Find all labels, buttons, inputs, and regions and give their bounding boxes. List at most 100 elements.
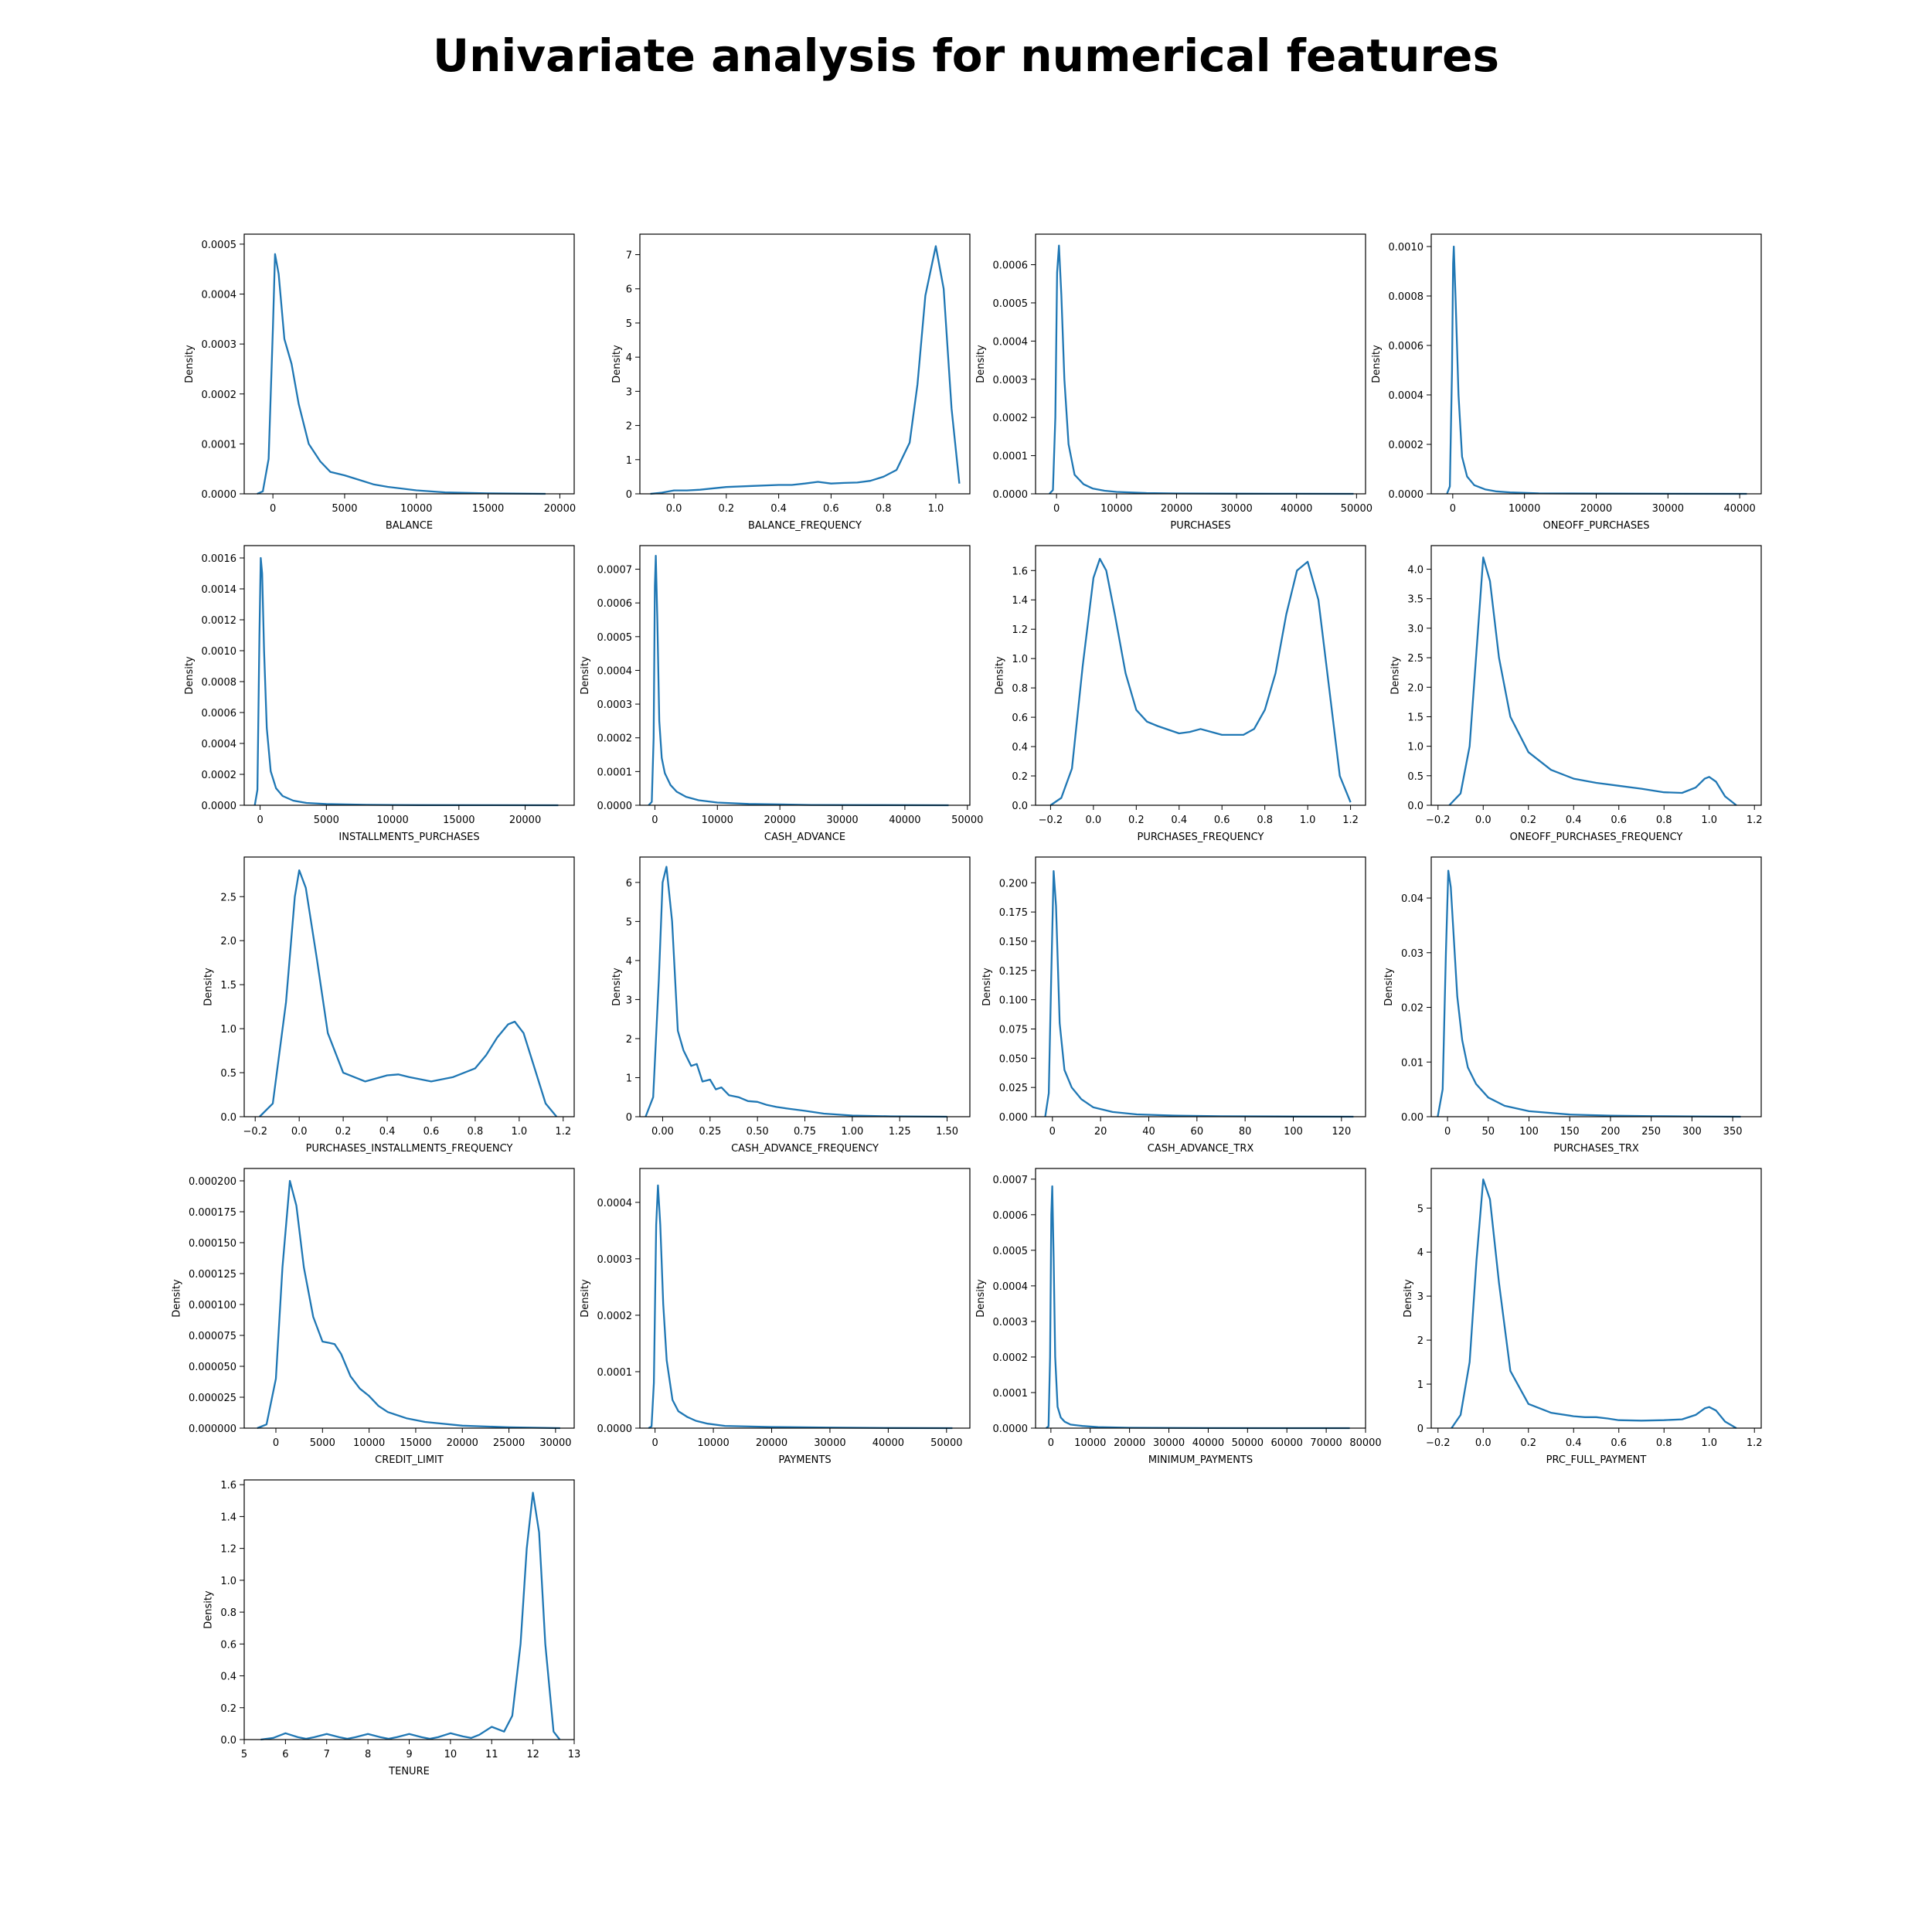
y-tick-label: 0.0000 <box>597 1423 633 1435</box>
x-tick-label: 30000 <box>814 1437 845 1449</box>
y-tick-label: 0.0005 <box>993 1246 1029 1257</box>
x-tick-label: 1.2 <box>555 1126 571 1138</box>
x-tick-label: 0.4 <box>1566 815 1582 826</box>
x-tick-label: 0.8 <box>1656 1437 1672 1449</box>
y-tick-label: 0.0003 <box>597 699 633 711</box>
y-tick-label: 7 <box>626 250 632 262</box>
x-tick-label: 0.4 <box>1171 815 1187 826</box>
y-tick-label: 1.0 <box>1407 742 1423 753</box>
x-tick-label: 0.2 <box>718 503 734 515</box>
x-tick-label: 20000 <box>764 815 795 826</box>
x-tick-label: 0 <box>651 1437 658 1449</box>
y-tick-label: 0.0008 <box>202 677 237 689</box>
axes-frame <box>639 1168 971 1429</box>
axes-frame <box>243 856 575 1117</box>
y-tick-label: 4 <box>1417 1247 1423 1259</box>
y-tick-label: 0.0008 <box>1389 291 1424 303</box>
x-tick-label: 30000 <box>539 1437 571 1449</box>
y-axis-label: Density <box>975 1279 987 1318</box>
x-axis-label: CASH_ADVANCE <box>764 832 845 843</box>
x-tick-label: 20000 <box>1580 503 1612 515</box>
y-axis-label: Density <box>1383 968 1395 1006</box>
axes-frame <box>1430 1168 1762 1429</box>
subplot-cash-advance-trx: 0 20 40 60 80 100 120 0.000 0.025 0.050 0.075 0.100… <box>981 856 1366 1155</box>
x-tick-label: 0 <box>1048 1437 1054 1449</box>
x-tick-label: 1.2 <box>1342 815 1359 826</box>
x-tick-label: −0.2 <box>1039 815 1063 826</box>
subplot-purchases-installments-frequency: −0.2 0.0 0.2 0.4 0.6 0.8 1.0 1.2 0.0 0.5 1.0 1.5 2.0… <box>202 856 575 1155</box>
y-tick-label: 5 <box>1417 1203 1423 1215</box>
x-tick-label: 80000 <box>1349 1437 1381 1449</box>
x-tick-label: 40000 <box>1723 503 1755 515</box>
x-tick-label: 0.8 <box>468 1126 484 1138</box>
y-tick-label: 0.0004 <box>202 739 237 750</box>
y-tick-label: 1.2 <box>1012 624 1028 636</box>
subplot-cash-advance: 0 10000 20000 30000 40000 50000 0.0000 0.0001 0.… <box>580 545 983 843</box>
y-tick-label: 0.0001 <box>597 767 633 778</box>
y-tick-label: 0.000175 <box>189 1207 236 1219</box>
axes-frame <box>1035 1168 1366 1429</box>
y-tick-label: 0.0002 <box>993 413 1029 424</box>
axes-frame <box>639 856 971 1117</box>
axes-frame <box>243 1168 575 1429</box>
density-line <box>259 869 558 1117</box>
x-tick-label: 80 <box>1239 1126 1252 1138</box>
y-tick-label: 2.0 <box>220 936 236 947</box>
x-tick-label: 10000 <box>702 815 733 826</box>
y-tick-label: 4 <box>626 352 632 364</box>
x-tick-label: 200 <box>1601 1126 1621 1138</box>
y-tick-label: 1 <box>626 455 632 467</box>
x-tick-label: 10 <box>444 1749 457 1760</box>
density-line <box>645 866 947 1118</box>
y-tick-label: 1.0 <box>220 1024 236 1036</box>
y-tick-label: 0.0004 <box>1389 390 1424 402</box>
y-tick-label: 1.6 <box>1012 566 1028 577</box>
y-tick-label: 0.0007 <box>597 565 633 577</box>
y-tick-label: 0.0002 <box>1389 440 1424 451</box>
x-tick-label: 8 <box>365 1749 371 1760</box>
y-tick-label: 0 <box>626 489 632 501</box>
y-tick-label: 6 <box>626 284 632 296</box>
x-tick-label: 5 <box>241 1749 247 1760</box>
y-tick-label: 1.0 <box>1012 654 1028 665</box>
y-tick-label: 0.000 <box>999 1112 1028 1124</box>
x-tick-label: 10000 <box>400 503 432 515</box>
x-axis-label: TENURE <box>388 1766 430 1777</box>
x-axis-label: ONEOFF_PURCHASES <box>1543 520 1649 532</box>
y-tick-label: 1.2 <box>220 1544 236 1556</box>
density-line <box>650 245 961 495</box>
subplot-tenure: 5 6 7 8 9 10 11 12 13 0.0 0.2 0.4 0.6 0.8 1.0 1.2 1.4 1.6… <box>202 1479 580 1777</box>
x-tick-label: 10000 <box>1100 503 1132 515</box>
x-tick-label: 5000 <box>332 503 357 515</box>
x-tick-label: 20 <box>1094 1126 1107 1138</box>
y-tick-label: 0.0004 <box>202 290 237 301</box>
x-tick-label: 15000 <box>400 1437 431 1449</box>
x-tick-label: −0.2 <box>1426 815 1451 826</box>
y-tick-label: 0.04 <box>1401 893 1423 905</box>
x-tick-label: 50000 <box>1232 1437 1264 1449</box>
x-tick-label: 25000 <box>493 1437 525 1449</box>
y-axis-label: Density <box>202 1590 214 1629</box>
y-tick-label: 0.0000 <box>202 801 237 812</box>
y-tick-label: 3.5 <box>1407 594 1423 606</box>
y-tick-label: 0.0 <box>1407 801 1423 812</box>
density-line <box>1448 556 1737 806</box>
y-axis-label: Density <box>171 1279 182 1318</box>
y-tick-label: 2 <box>626 421 632 433</box>
x-axis-label: CASH_ADVANCE_FREQUENCY <box>731 1143 879 1155</box>
y-tick-label: 0.0002 <box>597 733 633 745</box>
x-axis-label: PAYMENTS <box>778 1454 831 1466</box>
y-axis-label: Density <box>1371 345 1383 383</box>
y-tick-label: 0.000050 <box>189 1362 236 1373</box>
subplot-installments-purchases: 0 5000 10000 15000 20000 0.0000 0.0002 0.0004 0.… <box>184 545 575 843</box>
density-line <box>1446 245 1747 495</box>
axes-frame <box>243 1479 575 1740</box>
y-tick-label: 0.0006 <box>993 1210 1029 1222</box>
x-tick-label: 50 <box>1482 1126 1495 1138</box>
y-tick-label: 5 <box>626 917 632 928</box>
y-tick-label: 0.0002 <box>202 389 237 401</box>
x-tick-label: 60000 <box>1271 1437 1303 1449</box>
y-tick-label: 1.4 <box>1012 595 1028 607</box>
y-tick-label: 0.0003 <box>993 1317 1029 1328</box>
y-tick-label: 3 <box>626 995 632 1006</box>
